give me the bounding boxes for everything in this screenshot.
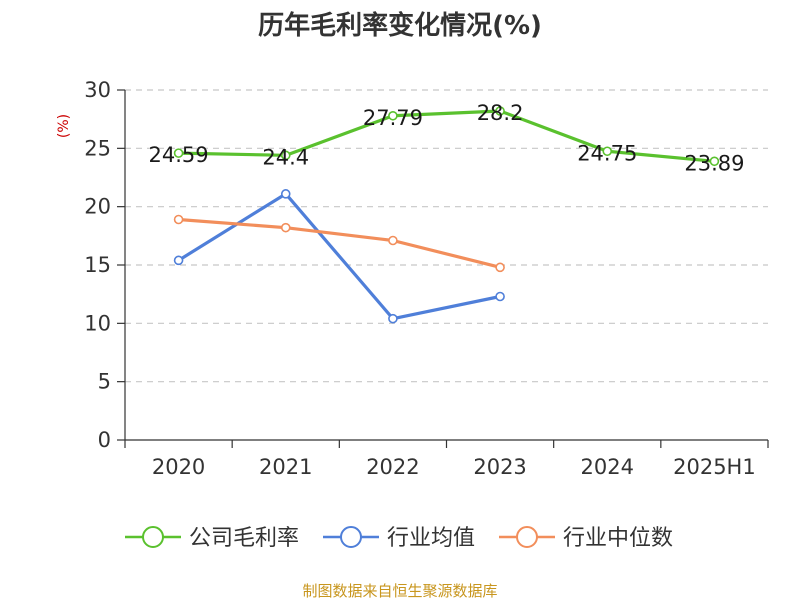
- data-point-2-2021: [280, 222, 291, 233]
- legend-item-1: 行业均值: [323, 526, 475, 551]
- x-tick-label-2022: 2022: [366, 455, 419, 479]
- legend: 公司毛利率 行业均值 行业中位数: [125, 526, 673, 551]
- legend-marker-1: [340, 526, 362, 548]
- data-point-2-2023: [495, 262, 505, 273]
- data-point-1-2021: [280, 189, 291, 199]
- series-line-0: [178, 109, 715, 163]
- series-line-2: [178, 217, 501, 269]
- y-tick-label-15: 15: [84, 253, 111, 277]
- data-point-1-2022: [388, 313, 398, 324]
- x-tick-label-2024: 2024: [581, 455, 634, 479]
- x-tick-label-2020: 2020: [152, 455, 205, 479]
- y-tick-label-5: 5: [98, 370, 111, 394]
- data-point-0-2024: [602, 146, 613, 157]
- legend-label-2: 行业中位数: [563, 526, 673, 551]
- legend-item-0: 公司毛利率: [125, 526, 299, 551]
- data-label-2023: 28.2: [477, 101, 524, 125]
- y-axis-unit-label: (%): [56, 114, 72, 138]
- data-point-2-2022: [388, 235, 398, 246]
- legend-marker-2: [516, 526, 538, 548]
- data-point-2-2020: [173, 214, 184, 225]
- grid-lines: [125, 89, 768, 383]
- axes: 0 5 10 15 20 25 30 2020 2021 2022 2023 2024 2025H1: [84, 78, 769, 479]
- y-tick-label-20: 20: [84, 195, 111, 219]
- data-point-0-2020: [173, 148, 184, 158]
- legend-label-1: 行业均值: [387, 526, 475, 551]
- chart-title: 历年毛利率变化情况(%): [258, 10, 542, 41]
- data-label-2025H1: 23.89: [684, 151, 744, 175]
- legend-label-0: 公司毛利率: [189, 526, 299, 551]
- data-labels: 24.59 24.4 27.79 28.2 24.75 23.89: [149, 101, 745, 175]
- data-point-1-2020: [173, 255, 184, 266]
- x-tick-label-2023: 2023: [473, 455, 526, 479]
- data-label-2024: 24.75: [577, 141, 637, 165]
- data-point-0-2025H1: [709, 156, 720, 167]
- data-point-0-2021: [280, 150, 291, 161]
- series-line-1: [177, 192, 501, 321]
- data-label-2020: 24.59: [149, 143, 209, 167]
- legend-marker-0: [142, 526, 164, 548]
- data-point-1-2023: [495, 291, 505, 302]
- x-tick-label-2025H1: 2025H1: [673, 455, 756, 479]
- y-tick-label-25: 25: [84, 136, 111, 160]
- data-source-footer: 制图数据来自恒生聚源数据库: [302, 582, 497, 600]
- y-tick-label-0: 0: [98, 428, 111, 452]
- series-lines: [173, 106, 720, 324]
- y-tick-label-30: 30: [84, 78, 111, 102]
- data-point-0-2023: [495, 106, 505, 116]
- data-label-2021: 24.4: [262, 145, 309, 169]
- data-label-2022: 27.79: [363, 106, 423, 130]
- legend-item-2: 行业中位数: [499, 526, 673, 551]
- data-point-0-2022: [388, 110, 398, 121]
- y-tick-label-10: 10: [84, 311, 111, 335]
- x-tick-label-2021: 2021: [259, 455, 312, 479]
